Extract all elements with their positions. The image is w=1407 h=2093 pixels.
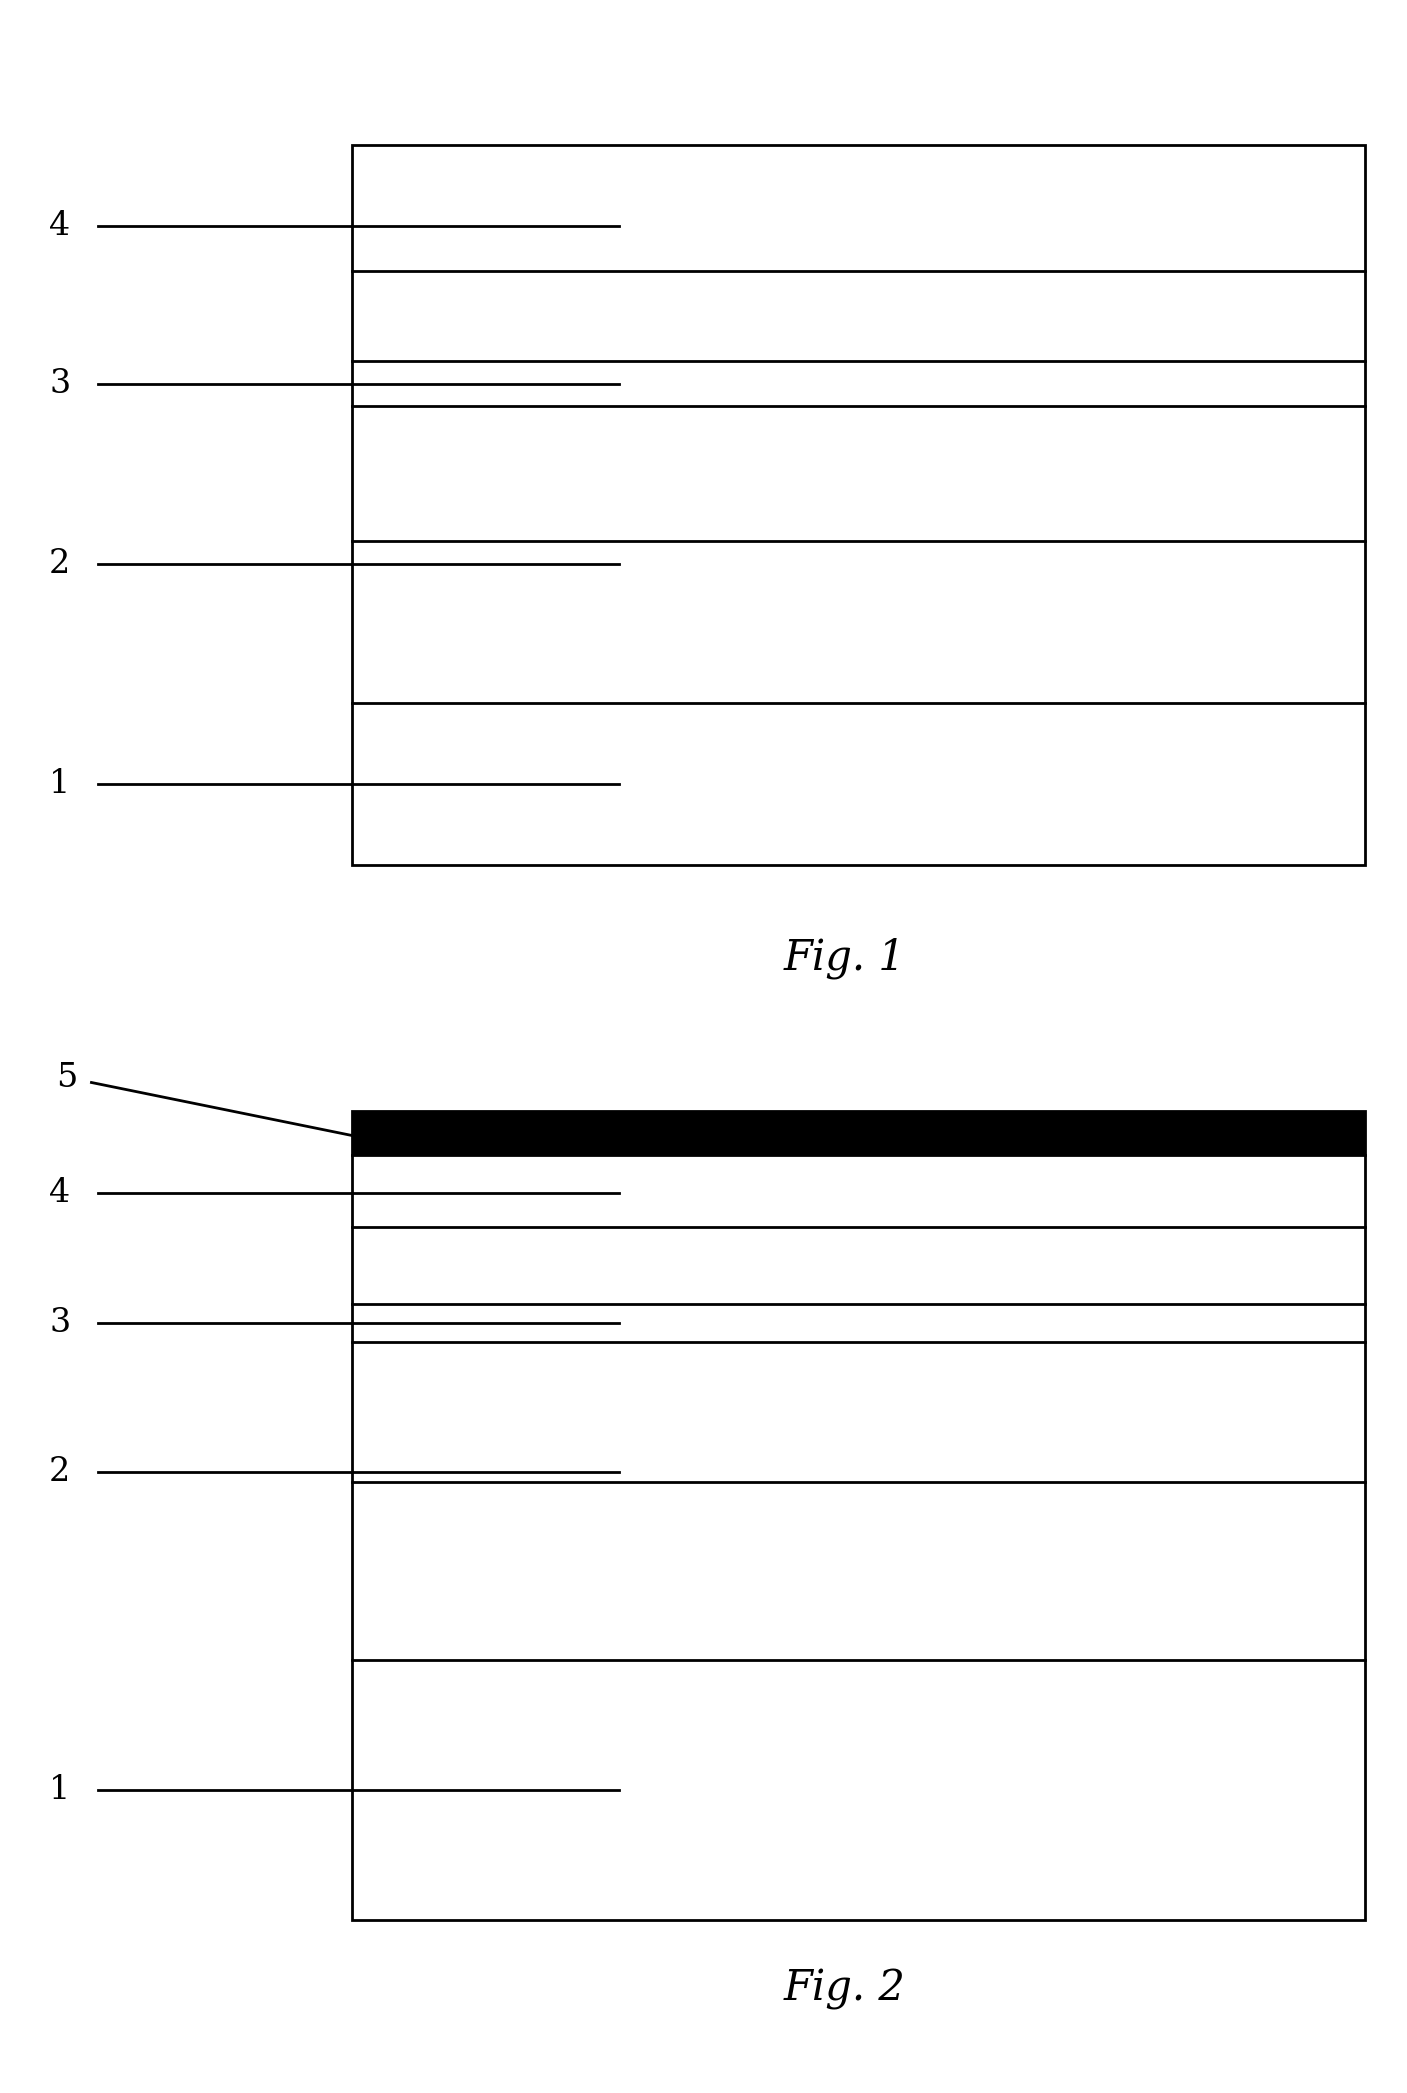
Bar [352,144,1365,864]
Text: Fig. 2: Fig. 2 [784,1967,905,2009]
Text: 1: 1 [49,768,70,800]
Text: 1: 1 [49,1775,70,1806]
Bar [352,1111,1365,1155]
Text: 5: 5 [56,1061,77,1095]
Text: Fig. 1: Fig. 1 [784,938,905,980]
Text: 2: 2 [49,1457,70,1488]
Text: 3: 3 [49,1308,70,1340]
Bar [352,1111,1365,1919]
Text: 4: 4 [49,1176,70,1210]
Text: 3: 3 [49,368,70,400]
Text: 2: 2 [49,548,70,580]
Text: 4: 4 [49,209,70,243]
